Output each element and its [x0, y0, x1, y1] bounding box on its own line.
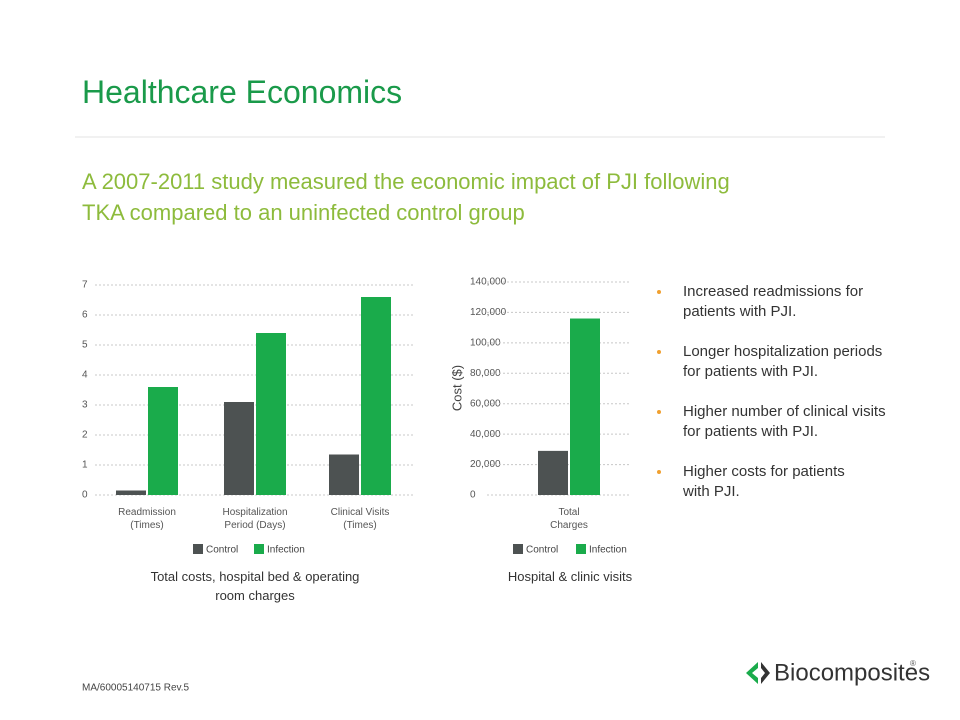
legend-label: Control — [526, 545, 558, 556]
bullet-dot — [657, 290, 661, 294]
x-tick-label: Hospitalization Period (Days) — [222, 507, 288, 531]
chart-caption: Total costs, hospital bed & operating ro… — [150, 569, 360, 603]
y-tick-label: 5 — [82, 340, 88, 351]
legend-swatch — [576, 544, 586, 554]
y-axis-label: Cost ($) — [449, 365, 464, 411]
bullet-text: Increased readmissions for patients with… — [683, 283, 864, 320]
y-tick-label: 3 — [82, 400, 88, 411]
legend-swatch — [513, 544, 523, 554]
bar — [224, 402, 254, 495]
y-tick-label: 100,00 — [470, 337, 501, 348]
x-tick-label: Clinical Visits (Times) — [330, 507, 390, 531]
title: Healthcare Economics — [82, 74, 403, 110]
bullet-text: Higher number of clinical visits for pat… — [683, 403, 886, 440]
x-tick-label: Readmission (Times) — [118, 507, 176, 531]
logo-icon — [746, 662, 770, 684]
y-tick-label: 4 — [82, 370, 88, 381]
bullet-text: Higher costs for patients with PJI. — [683, 463, 845, 500]
logo-text: Biocomposites — [774, 659, 930, 686]
y-tick-label: 7 — [82, 280, 88, 291]
subtitle: A 2007-2011 study measured the economic … — [82, 169, 730, 225]
y-tick-label: 0 — [82, 490, 88, 501]
chart-caption: Hospital & clinic visits — [507, 569, 633, 584]
bullet-text: Longer hospitalization periods for patie… — [683, 343, 883, 380]
bullet-dot — [657, 470, 661, 474]
y-tick-label: 60,000 — [470, 398, 501, 409]
bullet-dot — [657, 350, 661, 354]
legend-label: Infection — [589, 545, 627, 556]
legend-swatch — [193, 544, 203, 554]
y-tick-label: 1 — [82, 460, 88, 471]
bullet-dot — [657, 410, 661, 414]
bar — [538, 450, 568, 495]
legend-swatch — [254, 544, 264, 554]
y-tick-label: 20,000 — [470, 459, 501, 470]
legend-label: Infection — [267, 545, 305, 556]
bar — [148, 387, 178, 495]
y-tick-label: 0 — [470, 490, 476, 501]
bar — [329, 454, 359, 495]
bar — [361, 297, 391, 495]
footer: MA/60005140715 Rev.5 — [82, 683, 190, 694]
y-tick-label: 2 — [82, 430, 88, 441]
y-tick-label: 6 — [82, 310, 88, 321]
x-tick-label: Total Charges — [550, 507, 588, 531]
legend-label: Control — [206, 545, 238, 556]
y-tick-label: 40,000 — [470, 429, 501, 440]
bar — [570, 318, 600, 495]
logo-mark: ® — [910, 659, 916, 668]
bar — [116, 490, 146, 495]
y-tick-label: 80,000 — [470, 368, 501, 379]
bar — [256, 333, 286, 495]
